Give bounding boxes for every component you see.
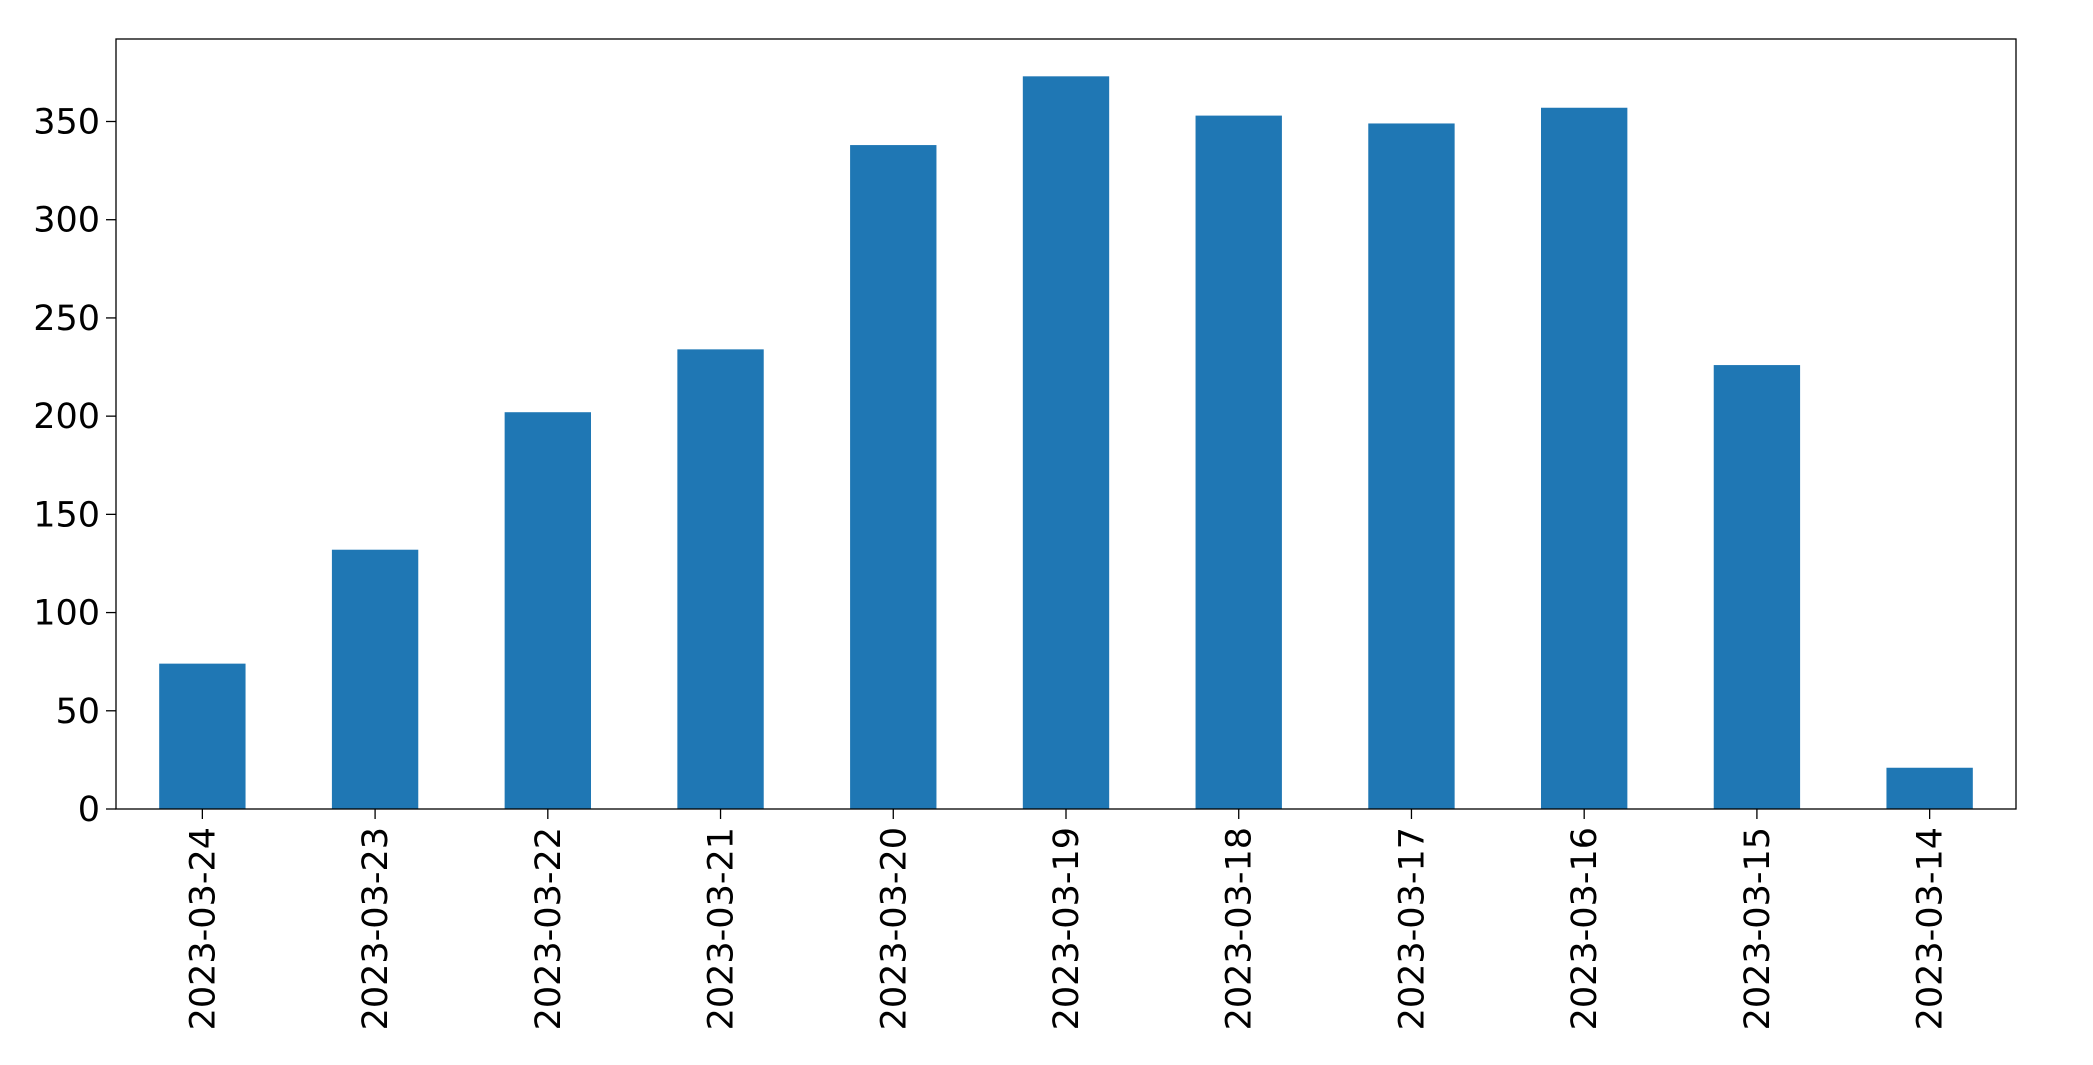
x-tick-label: 2023-03-18 <box>1220 827 1260 1030</box>
bar <box>1886 767 1973 809</box>
x-tick-label: 2023-03-16 <box>1565 827 1605 1030</box>
y-tick-label: 100 <box>33 594 100 634</box>
bar <box>1541 107 1628 809</box>
x-tick-label: 2023-03-17 <box>1392 827 1432 1030</box>
y-tick-label: 0 <box>78 790 100 830</box>
y-tick-label: 50 <box>55 692 100 732</box>
x-tick-label: 2023-03-14 <box>1911 827 1951 1030</box>
x-tick-label: 2023-03-19 <box>1047 827 1087 1030</box>
bar <box>159 663 246 809</box>
y-tick-label: 200 <box>33 397 100 437</box>
bar <box>331 549 419 809</box>
y-tick-label: 300 <box>33 201 100 241</box>
bar <box>850 145 937 810</box>
x-tick-label: 2023-03-23 <box>356 827 396 1030</box>
y-tick-label: 350 <box>33 103 100 143</box>
y-tick-label: 250 <box>33 299 100 339</box>
bar <box>1368 123 1455 809</box>
bar <box>1022 76 1110 810</box>
y-tick-label: 150 <box>33 495 100 535</box>
axes-frame <box>115 38 2017 810</box>
x-tick-label: 2023-03-21 <box>702 827 742 1030</box>
x-tick-label: 2023-03-15 <box>1738 827 1778 1030</box>
x-tick-label: 2023-03-22 <box>529 827 569 1030</box>
bar <box>677 349 764 809</box>
bar <box>1195 115 1282 810</box>
x-tick-label: 2023-03-24 <box>183 827 223 1030</box>
bar <box>504 412 591 809</box>
bar <box>1713 365 1801 809</box>
x-tick-label: 2023-03-20 <box>874 827 914 1030</box>
